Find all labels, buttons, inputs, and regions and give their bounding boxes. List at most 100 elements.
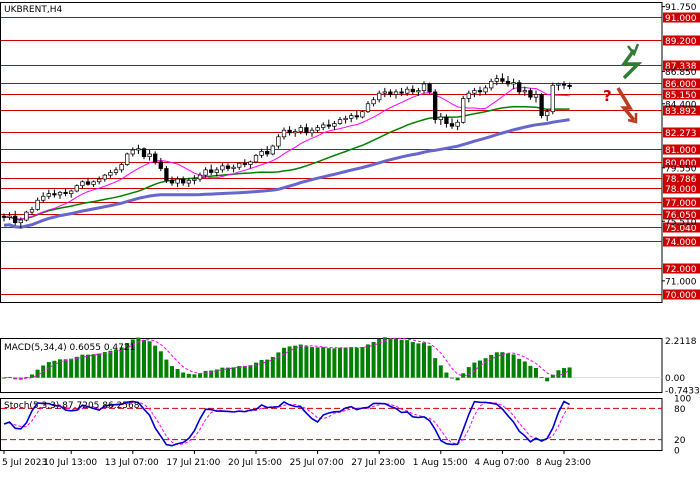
macd-bar	[315, 347, 320, 378]
macd-bar	[175, 369, 180, 378]
candle	[136, 144, 141, 154]
candle	[63, 188, 68, 197]
candle	[203, 167, 208, 178]
candle-body	[309, 129, 315, 134]
macd-bar	[455, 377, 460, 381]
macd-bar	[265, 359, 270, 378]
macd-bar	[562, 368, 566, 378]
macd-bar	[136, 337, 141, 378]
candle-body	[13, 215, 18, 224]
candle	[141, 147, 147, 160]
candle-body	[388, 91, 393, 95]
macd-bar	[388, 338, 393, 378]
time-axis-label: 25 Jul 07:00	[290, 458, 344, 468]
macd-bar	[382, 337, 387, 378]
level-price-label: 78.786	[665, 175, 697, 185]
macd-bar	[52, 360, 57, 378]
candle-body	[461, 98, 466, 123]
macd-bar	[528, 365, 533, 378]
macd-bar	[119, 347, 124, 378]
macd-bar	[522, 361, 527, 378]
candle-body	[18, 219, 23, 224]
level-price-tag	[663, 236, 700, 247]
candle-body	[550, 84, 555, 113]
candle-body	[483, 87, 488, 93]
candle-body	[326, 124, 331, 127]
macd-bar	[354, 347, 359, 378]
level-price-label: 80.000	[665, 159, 697, 169]
macd-bar	[567, 367, 572, 378]
candle-body	[276, 136, 281, 147]
candle-body	[522, 90, 527, 93]
level-price-label: 85.150	[665, 91, 697, 101]
candle-body	[113, 169, 119, 173]
time-axis-label: 1 Aug 15:00	[413, 458, 468, 468]
candle	[80, 180, 85, 189]
macd-bar	[192, 374, 197, 378]
candle-body	[410, 88, 415, 93]
candle-body	[315, 127, 320, 131]
candle-body	[337, 119, 343, 124]
candle-body	[494, 78, 499, 82]
candle	[304, 123, 309, 136]
macd-bar	[399, 339, 404, 378]
candle	[248, 160, 253, 169]
candle	[517, 79, 522, 95]
macd-bar	[130, 339, 135, 378]
level-price-tag	[663, 78, 700, 89]
macd-bar	[377, 338, 382, 378]
arrow-up-head-icon	[627, 43, 640, 57]
candle	[147, 150, 152, 161]
candle-body	[46, 193, 51, 197]
candle	[489, 78, 494, 91]
macd-bar	[282, 347, 286, 378]
level-price-tag	[663, 144, 700, 155]
candle-body	[69, 190, 74, 194]
macd-label: MACD(5,34,4) 0.6055 0.4721	[4, 343, 135, 353]
candle	[309, 127, 315, 137]
macd-bar	[231, 367, 236, 378]
candle-body	[181, 178, 186, 184]
candle-body	[225, 165, 231, 169]
candle	[52, 189, 57, 198]
candle-body	[377, 92, 382, 101]
candle	[186, 177, 191, 188]
macd-bar	[371, 342, 376, 378]
stoch-main-line	[3, 400, 570, 447]
level-price-label: 75.040	[665, 224, 697, 234]
level-price-label: 72.000	[665, 265, 697, 275]
macd-bar	[304, 346, 309, 378]
macd-bar	[438, 365, 443, 378]
candle-body	[147, 153, 152, 157]
candle	[259, 148, 264, 158]
ma-slow-line	[3, 118, 570, 229]
macd-bar	[86, 354, 90, 378]
candle-body	[158, 161, 163, 169]
candle-body	[393, 91, 399, 95]
candle	[214, 167, 219, 177]
candle	[315, 124, 320, 133]
macd-bar	[332, 348, 337, 378]
candle-body	[343, 117, 348, 120]
macd-pane: 2.2118 0.00 -0.7433	[0, 337, 700, 397]
candle-body	[444, 116, 449, 124]
candle	[556, 82, 561, 91]
time-axis-label: 8 Aug 23:00	[536, 458, 591, 468]
price-axis-label: 71.000	[665, 277, 697, 287]
macd-bar	[394, 338, 398, 378]
candle-body	[175, 178, 180, 184]
macd-bar	[226, 367, 230, 378]
candle	[113, 167, 119, 176]
candle	[505, 76, 511, 87]
macd-bar	[478, 360, 482, 378]
candle-body	[192, 178, 197, 181]
macd-bar	[310, 347, 314, 378]
question-mark: ?	[603, 87, 612, 105]
candle-body	[130, 149, 135, 155]
candle	[522, 86, 527, 96]
candle	[371, 97, 376, 107]
candle-body	[533, 94, 539, 98]
candle	[97, 176, 102, 185]
candle	[466, 90, 471, 103]
